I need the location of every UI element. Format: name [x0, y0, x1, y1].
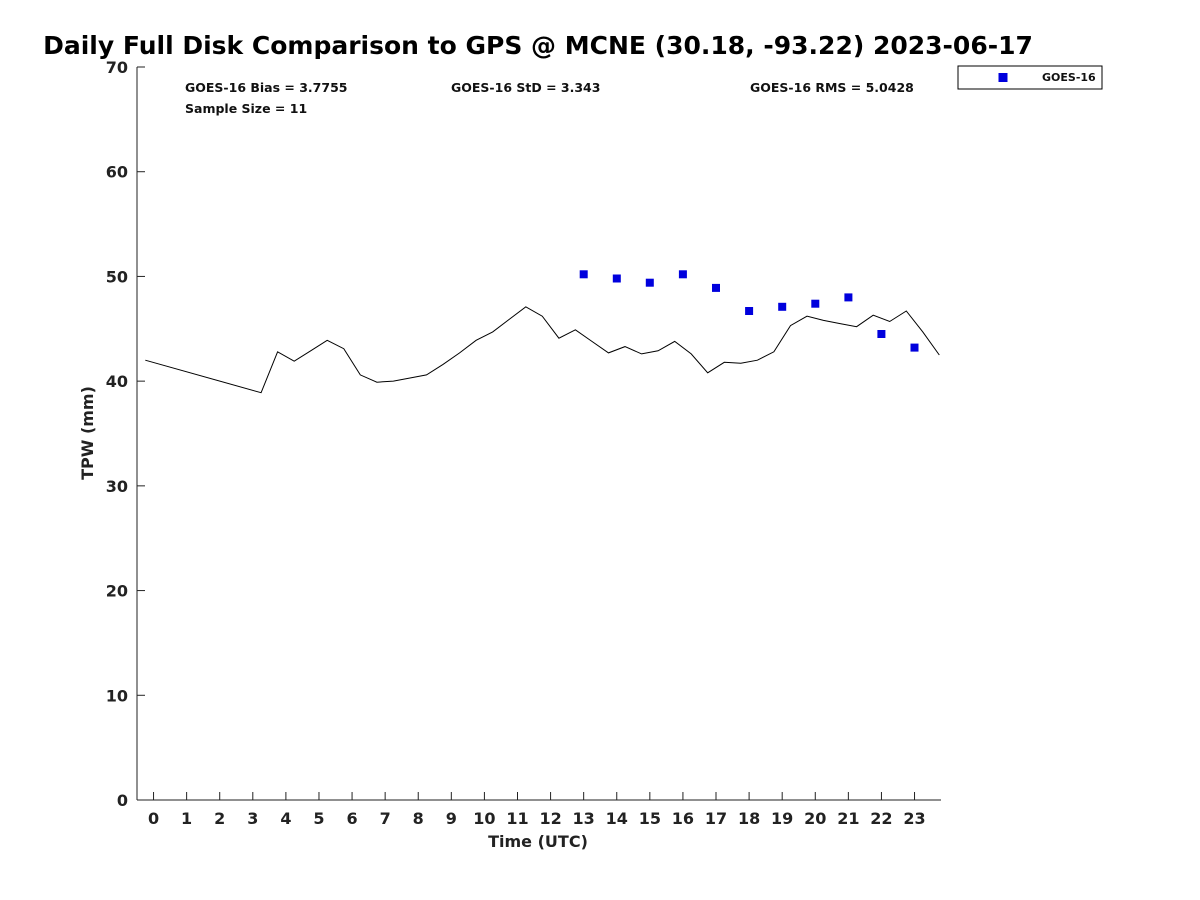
x-tick-label: 5: [313, 809, 324, 828]
goes16-scatter-series: [579, 270, 919, 352]
x-tick-label: 13: [573, 809, 595, 828]
x-axis-label: Time (UTC): [488, 832, 588, 851]
legend: GOES-16: [957, 65, 1103, 90]
goes16-point: [778, 302, 787, 311]
x-tick-label: 19: [771, 809, 793, 828]
x-tick-label: 8: [413, 809, 424, 828]
y-tick-label: 30: [106, 477, 128, 496]
x-tick-label: 22: [870, 809, 892, 828]
y-tick-label: 40: [106, 372, 128, 391]
goes16-point: [712, 283, 720, 292]
x-tick-label: 1: [181, 809, 192, 828]
x-tick-label: 6: [346, 809, 357, 828]
y-tick-label: 60: [106, 163, 128, 182]
bias-annotation: GOES-16 Bias = 3.7755: [185, 80, 347, 95]
x-tick-label: 15: [639, 809, 661, 828]
sample-size-annotation: Sample Size = 11: [185, 101, 307, 116]
goes16-point: [612, 274, 621, 283]
x-tick-label: 20: [804, 809, 826, 828]
y-tick-label: 0: [117, 791, 128, 810]
y-axis-label: TPW (mm): [78, 386, 97, 480]
y-tick-label: 20: [106, 582, 128, 601]
std-annotation: GOES-16 StD = 3.343: [451, 80, 600, 95]
x-tick-label: 21: [837, 809, 859, 828]
gps-tpw-line: [145, 306, 940, 394]
rms-annotation: GOES-16 RMS = 5.0428: [750, 80, 914, 95]
x-tick-label: 12: [539, 809, 561, 828]
x-tick-label: 7: [380, 809, 391, 828]
x-tick-label: 3: [247, 809, 258, 828]
x-tick-label: 18: [738, 809, 760, 828]
x-tick-label: 4: [280, 809, 291, 828]
chart-title: Daily Full Disk Comparison to GPS @ MCNE…: [43, 31, 1033, 60]
x-tick-label: 2: [214, 809, 225, 828]
goes16-point: [745, 307, 754, 315]
legend-label-goes16: GOES-16: [1042, 71, 1096, 84]
goes16-point: [877, 330, 886, 338]
gps-line-series: [145, 306, 940, 394]
goes16-point: [678, 270, 687, 279]
goes16-point: [844, 293, 853, 302]
legend-marker-goes16: [998, 73, 1008, 82]
x-tick-label: 16: [672, 809, 694, 828]
x-tick-label: 9: [446, 809, 457, 828]
x-tick-label: 23: [903, 809, 925, 828]
legend-box: [957, 65, 1103, 90]
x-tick-label: 14: [606, 809, 628, 828]
x-tick-label: 0: [148, 809, 159, 828]
goes16-point: [579, 270, 588, 279]
x-tick-label: 11: [506, 809, 528, 828]
x-tick-label: 17: [705, 809, 727, 828]
goes16-point: [910, 343, 919, 352]
y-tick-label: 50: [106, 267, 128, 286]
x-tick-label: 10: [473, 809, 495, 828]
y-tick-label: 70: [106, 58, 128, 77]
goes16-point: [645, 278, 654, 287]
goes16-point: [811, 299, 820, 308]
y-tick-label: 10: [106, 686, 128, 705]
